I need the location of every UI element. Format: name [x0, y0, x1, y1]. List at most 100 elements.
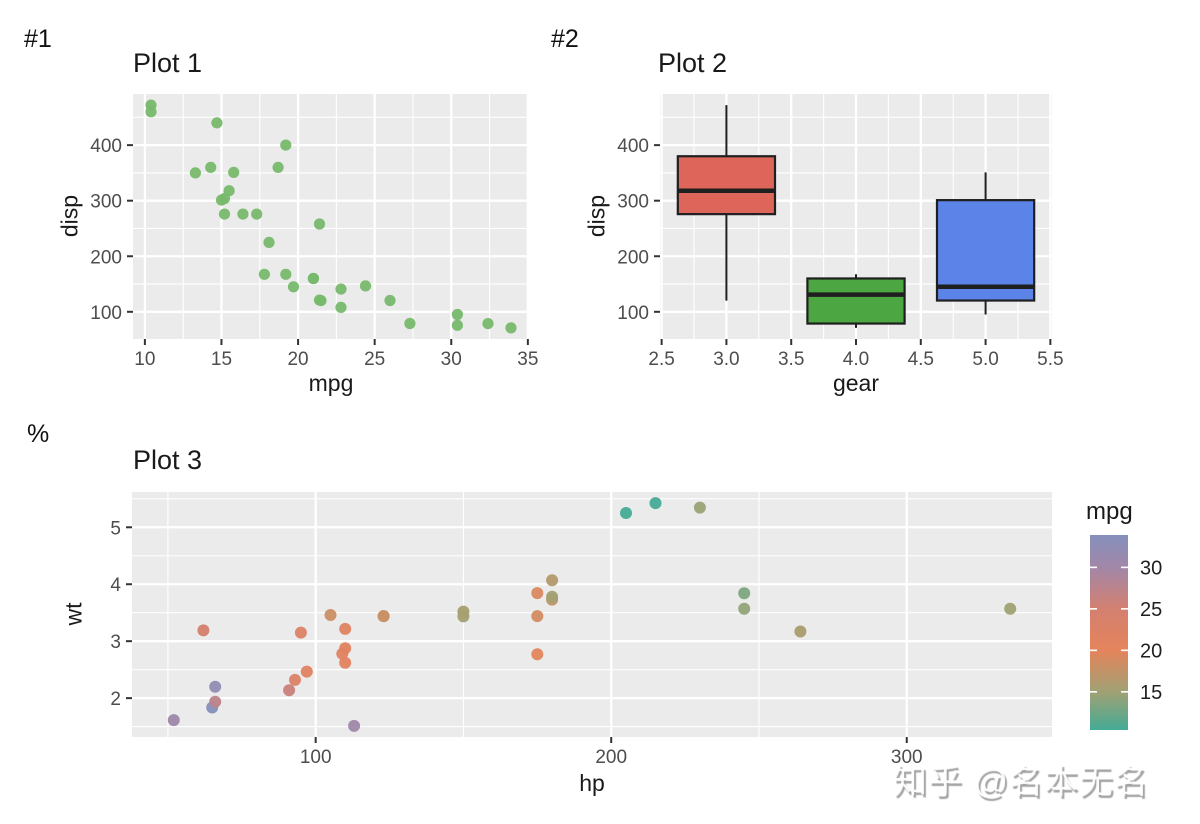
plot3-y-axis-label: wt — [60, 602, 87, 626]
plot-panel — [132, 492, 1052, 737]
x-tick-label: 25 — [364, 349, 385, 370]
data-point — [794, 625, 807, 638]
data-point — [693, 501, 706, 514]
y-tick-label: 200 — [617, 247, 649, 268]
x-tick-label: 10 — [134, 349, 155, 370]
data-point — [531, 648, 544, 661]
data-point — [505, 322, 517, 334]
data-point — [404, 317, 416, 330]
x-tick-label: 5.0 — [972, 349, 998, 370]
data-point — [237, 208, 249, 220]
data-point — [280, 268, 292, 280]
plot3-x-axis-label: hp — [579, 770, 605, 796]
data-point — [738, 602, 751, 615]
legend-tick-label: 15 — [1140, 682, 1162, 704]
data-point — [546, 574, 559, 587]
data-point — [313, 218, 326, 230]
plot2-title: Plot 2 — [658, 48, 728, 78]
data-point — [377, 610, 390, 623]
data-point — [287, 281, 300, 293]
legend-tick-label: 30 — [1140, 557, 1162, 579]
data-point — [167, 714, 180, 727]
plot1-y-axis-label: disp — [56, 194, 83, 238]
data-point — [263, 236, 275, 248]
plot2-x-axis-label: gear — [832, 370, 880, 396]
data-point — [738, 587, 751, 600]
data-point — [546, 590, 559, 603]
data-point — [211, 117, 223, 129]
plot1-x-axis-label: mpg — [308, 370, 354, 396]
legend-colorbar — [1090, 535, 1128, 730]
y-tick-label: 400 — [617, 136, 649, 157]
data-point — [336, 647, 349, 660]
legend-tick-label: 20 — [1140, 640, 1162, 662]
data-point — [228, 166, 240, 178]
plot3-title: Plot 3 — [133, 445, 203, 475]
data-point — [294, 626, 307, 639]
data-point — [289, 673, 301, 686]
watermark: 知乎 @名本无名 — [893, 763, 1149, 801]
data-point — [218, 208, 231, 220]
x-tick-label: 20 — [287, 349, 308, 370]
data-point — [339, 622, 352, 635]
data-point — [145, 106, 157, 118]
y-tick-label: 100 — [617, 303, 649, 324]
data-point — [339, 656, 352, 669]
y-tick-label: 300 — [617, 192, 649, 213]
y-tick-label: 400 — [90, 136, 122, 157]
box — [806, 277, 906, 325]
data-point — [197, 624, 210, 637]
y-tick-label: 4 — [110, 575, 121, 596]
data-point — [451, 308, 463, 321]
plot1-title: Plot 1 — [133, 48, 203, 78]
chart-1: 10 15 20 25 30 35 100 200 300 400 — [90, 94, 538, 370]
x-tick-label: 2.5 — [648, 349, 674, 370]
chart-2: 2.5 3.0 3.5 4.0 4.5 5.0 5.5 100 200 300 400 — [617, 94, 1064, 370]
data-point — [209, 695, 222, 708]
plot-panel — [133, 94, 529, 339]
data-point — [280, 139, 292, 151]
data-point — [620, 507, 632, 519]
data-point — [451, 319, 463, 331]
x-tick-label: 4.0 — [843, 349, 869, 370]
x-tick-label: 35 — [517, 349, 538, 370]
box — [935, 199, 1036, 302]
panel-tag-1: #1 — [24, 25, 52, 53]
panel-tag-3: % — [27, 420, 50, 448]
data-point — [531, 587, 544, 600]
y-tick-label: 100 — [90, 303, 122, 324]
x-tick-label: 4.5 — [908, 349, 934, 370]
x-tick-label: 3.0 — [713, 349, 739, 370]
x-tick-label: 3.5 — [778, 349, 804, 370]
data-point — [359, 280, 372, 292]
x-tick-label: 100 — [300, 747, 332, 768]
data-point — [457, 610, 470, 623]
x-tick-label: 15 — [211, 349, 232, 370]
y-tick-label: 2 — [110, 689, 121, 710]
data-point — [1004, 602, 1017, 615]
data-point — [335, 301, 347, 313]
data-point — [283, 684, 296, 697]
data-point — [531, 610, 544, 623]
x-tick-label: 30 — [441, 349, 462, 370]
data-point — [209, 680, 222, 693]
data-point — [300, 665, 313, 678]
data-point — [272, 161, 284, 173]
y-tick-label: 3 — [110, 632, 121, 653]
chart-3: 100 200 300 2 3 4 5 15 20 25 30 — [110, 492, 1162, 768]
data-point — [313, 294, 326, 306]
data-point — [307, 272, 319, 285]
x-tick-label: 300 — [891, 747, 923, 768]
data-point — [215, 194, 228, 206]
data-point — [258, 268, 270, 280]
y-tick-label: 200 — [90, 247, 122, 268]
data-point — [205, 161, 217, 173]
x-tick-label: 200 — [595, 747, 627, 768]
data-point — [251, 208, 263, 220]
box — [676, 155, 777, 216]
y-tick-label: 5 — [110, 518, 121, 539]
data-point — [189, 167, 201, 179]
x-tick-label: 5.5 — [1037, 349, 1063, 370]
panel-tag-2: #2 — [551, 25, 579, 53]
